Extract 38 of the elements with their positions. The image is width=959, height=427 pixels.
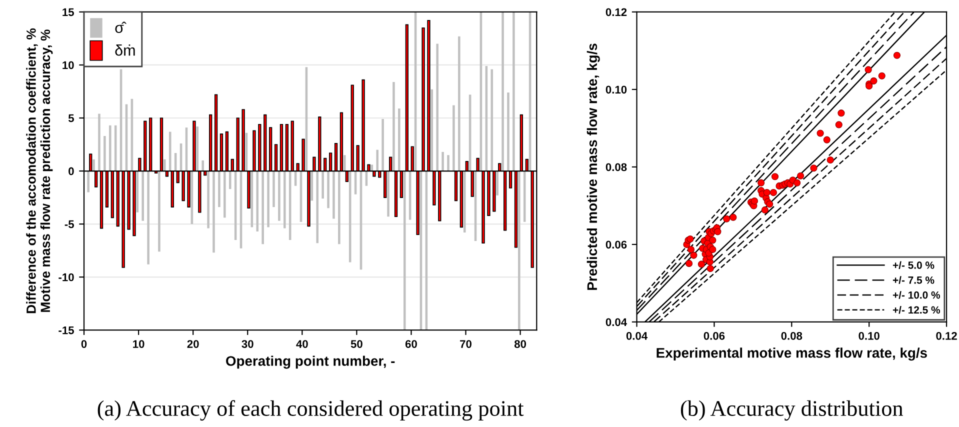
y-tick-label: 0 <box>68 167 74 176</box>
text: (b) Accuracy distribution <box>680 400 904 421</box>
x-tick-label: 0.10 <box>858 332 880 340</box>
x-tick-label: 0 <box>81 340 87 348</box>
y-tick-label: 0.04 <box>606 318 627 326</box>
x-axis-title: Experimental motive mass flow rate, kg/s <box>656 348 927 361</box>
y-tick-label: -15 <box>58 326 74 334</box>
y-axis-title: Difference of the accomodation coefficient, % Motive mass flow rate prediction accuracy, % <box>26 28 53 314</box>
y-tick-label: 0.12 <box>606 8 627 16</box>
y-tick-label: 0.08 <box>606 163 627 172</box>
legend-label: σ̂ <box>115 22 126 34</box>
y-tick-label: 0.10 <box>606 86 627 94</box>
y-tick-label: 15 <box>62 8 74 16</box>
legend-label: +/- 10.0 % <box>892 291 940 299</box>
x-tick-label: 30 <box>242 340 254 348</box>
x-tick-label: 0.04 <box>626 332 648 340</box>
legend-label: +/- 12.5 % <box>892 306 940 314</box>
text: (a) Accuracy of each considered operating point <box>98 400 524 421</box>
x-tick-label: 20 <box>187 340 199 348</box>
x-tick-label: 0.12 <box>936 332 957 340</box>
x-tick-label: 10 <box>133 340 144 348</box>
x-tick-label: 70 <box>460 340 472 348</box>
y-tick-label: -5 <box>64 220 74 228</box>
legend-label: δṁ <box>115 44 135 56</box>
x-tick-label: 50 <box>350 340 362 348</box>
x-tick-label: 80 <box>514 340 526 348</box>
legend-label: +/- 7.5 % <box>892 276 934 284</box>
y-tick-label: 0.06 <box>606 240 627 249</box>
y-tick-label: 10 <box>62 61 74 70</box>
x-tick-label: 0.06 <box>704 332 725 340</box>
x-tick-label: 60 <box>405 340 417 348</box>
x-tick-label: 0.08 <box>781 332 802 340</box>
y-tick-label: 5 <box>68 114 74 122</box>
x-axis-title: Operating point number, - <box>226 356 395 369</box>
y-axis-title: Predicted motive mass flow rate, kg/s <box>586 44 600 290</box>
y-tick-label: -10 <box>58 273 74 282</box>
x-tick-label: 40 <box>296 340 308 348</box>
legend-label: +/- 5.0 % <box>892 261 934 269</box>
